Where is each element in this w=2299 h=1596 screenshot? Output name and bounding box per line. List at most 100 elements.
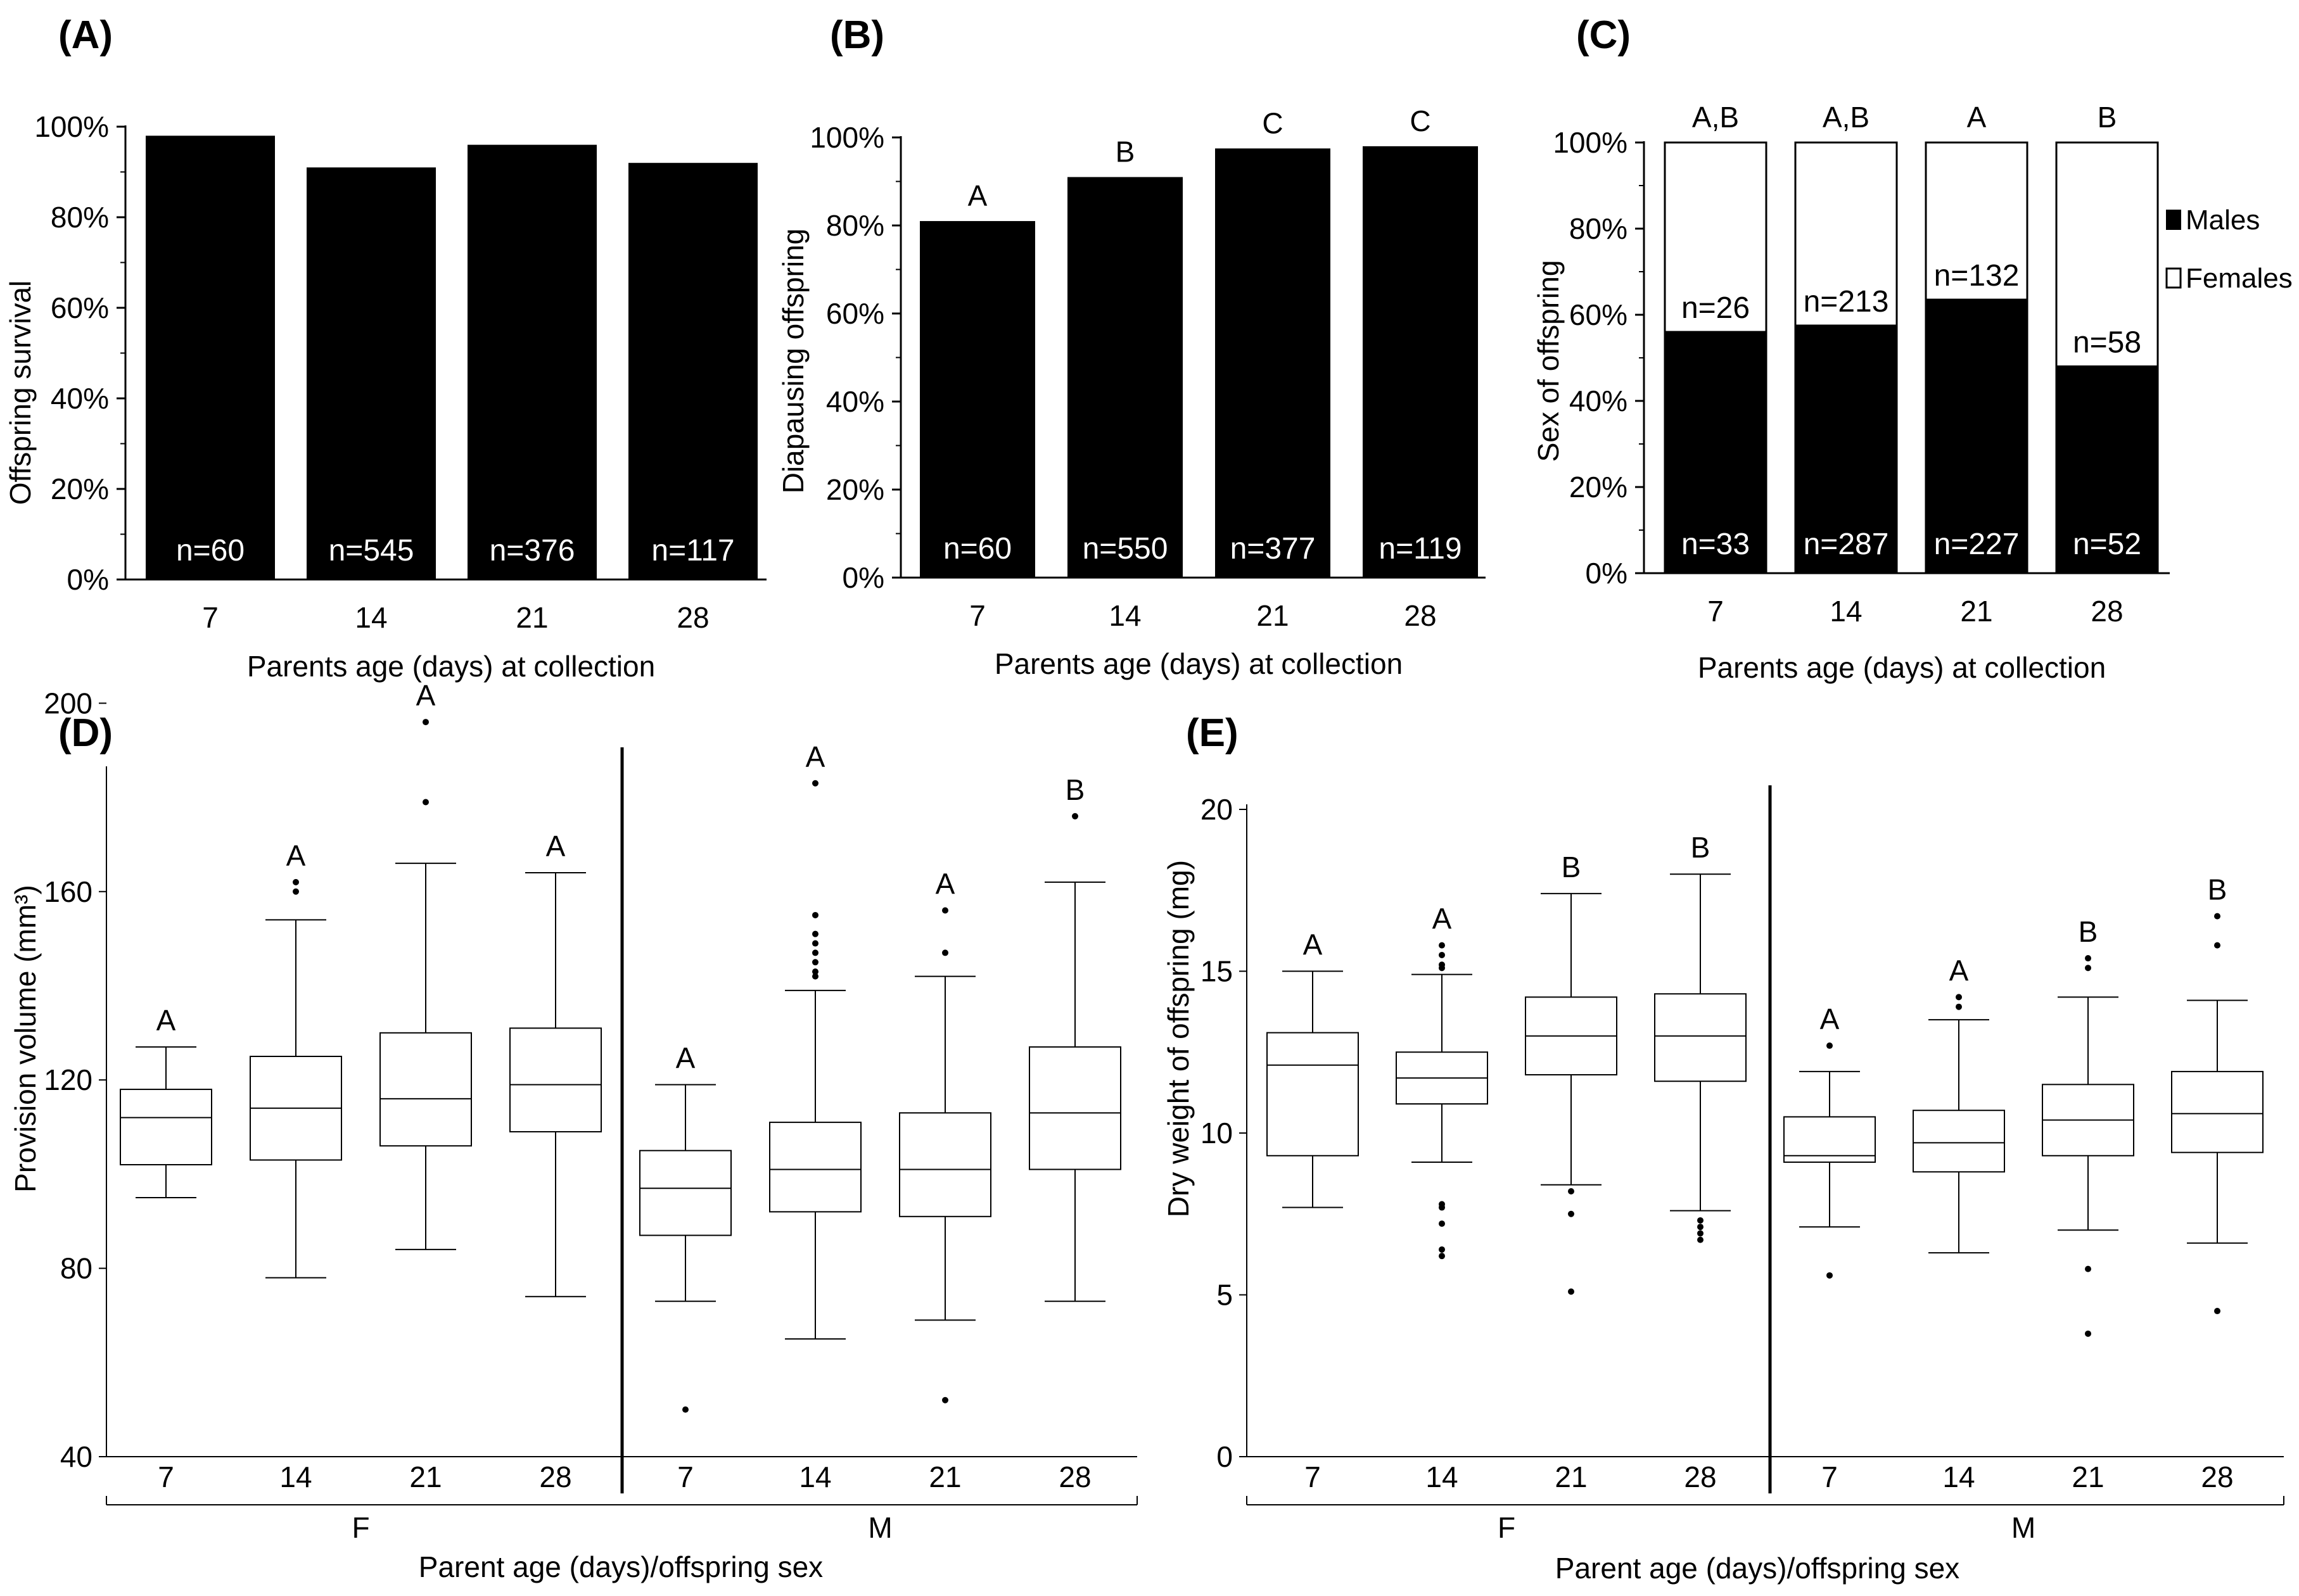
iqr-box [1654, 993, 1747, 1082]
bar [920, 221, 1035, 578]
significance-letter: C [1410, 104, 1430, 137]
x-tick-label: 28 [539, 1460, 571, 1493]
x-tick-label: 21 [1960, 595, 1992, 628]
bar [468, 144, 597, 580]
outlier-point [812, 780, 818, 787]
group-label-M: M [868, 1511, 892, 1544]
significance-letter: B [1116, 136, 1135, 168]
bar [1363, 146, 1478, 578]
outlier-point [682, 1406, 689, 1413]
legend-females-swatch [2165, 267, 2182, 289]
males-n-label: n=227 [1934, 528, 2020, 561]
group-label-F: F [1498, 1511, 1515, 1544]
panel-a-bar-chart: (A) 0% 20% 40% 60% 80% 100% n=60 n=545 n=376 n=1… [4, 13, 767, 683]
significance-letter: A [1949, 954, 1969, 987]
e-y-tick-label: 10 [1200, 1117, 1233, 1150]
iqr-box [1913, 1110, 2005, 1173]
significance-letter: A [156, 1004, 176, 1037]
significance-letter: B [2208, 873, 2227, 906]
x-tick-label: 28 [2201, 1460, 2233, 1493]
significance-letter: A [546, 830, 566, 863]
n-label: n=550 [1083, 532, 1168, 566]
a-y-tick-label: 20% [51, 472, 109, 505]
outlier-point [2214, 1308, 2220, 1315]
females-n-label: n=58 [2073, 326, 2141, 360]
panel-c-label: (C) [1576, 13, 1631, 57]
panel-b-x-axis-title: Parents age (days) at collection [995, 647, 1403, 680]
x-tick-label: 14 [279, 1460, 312, 1493]
c-y-tick-label: 0% [1586, 557, 1627, 590]
males-n-label: n=287 [1804, 528, 1889, 561]
outlier-point [812, 911, 818, 918]
box-21: B [1525, 851, 1617, 1295]
x-tick-label: 7 [969, 599, 986, 632]
x-tick-label: 28 [1684, 1460, 1716, 1493]
outlier-point [1439, 1246, 1445, 1253]
iqr-box [120, 1089, 212, 1166]
outlier-point [2085, 1265, 2091, 1272]
iqr-box [509, 1027, 602, 1132]
d-y-tick-label: 80 [60, 1252, 92, 1285]
panel-a-label: (A) [58, 13, 113, 57]
box-21: B [2042, 915, 2134, 1337]
outlier-point [423, 719, 429, 726]
bar-females [1794, 141, 1898, 327]
outlier-point [1697, 1230, 1704, 1237]
bar-males [1925, 298, 2028, 574]
panel-c-y-axis-title: Sex of offspring [1532, 260, 1565, 462]
outlier-point [1439, 942, 1445, 949]
significance-letter: A [676, 1042, 696, 1075]
n-label: n=60 [943, 532, 1012, 566]
outlier-point [1568, 1188, 1574, 1194]
panel-b-y-axis-title: Diapausing offspring [777, 229, 810, 494]
legend-males-label: Males [2186, 205, 2260, 236]
box-21: A [379, 679, 472, 1250]
outlier-point [812, 973, 818, 980]
outlier-point [1956, 994, 1962, 1001]
n-label: n=376 [490, 534, 575, 567]
x-tick-label: 7 [1821, 1460, 1838, 1493]
females-n-label: n=213 [1804, 285, 1889, 319]
x-tick-label: 28 [2091, 595, 2123, 628]
bar-males [1794, 324, 1898, 574]
c-y-tick-label: 20% [1569, 471, 1627, 504]
x-tick-label: 14 [1109, 599, 1141, 632]
box-7: A [1783, 1003, 1876, 1279]
outlier-point [1826, 1042, 1833, 1049]
x-tick-label: 28 [1059, 1460, 1091, 1493]
outlier-point [812, 968, 818, 975]
box-14: A [1913, 954, 2005, 1254]
panel-b-bar-chart: (B) 0% 20% 40% 60% 80% 100% n=60 An=550 Bn=377 C… [777, 13, 1486, 680]
panel-d-box-plot: (D) 40 80 120 160 200 A A A A A A A B 7 14 21 28 7 14 21 2… [9, 679, 1138, 1583]
iqr-box [1266, 1032, 1359, 1156]
x-tick-label: 14 [799, 1460, 831, 1493]
panel-b-label: (B) [830, 13, 884, 57]
significance-letter: A [1967, 101, 1987, 134]
outlier-point [942, 949, 948, 956]
significance-letter: A [416, 679, 436, 712]
box-14: A [1396, 902, 1488, 1260]
outlier-point [293, 878, 299, 885]
e-y-tick-label: 15 [1200, 955, 1233, 988]
box-7: A [1266, 928, 1359, 1208]
legend-females-label: Females [2186, 263, 2293, 294]
outlier-point [1568, 1210, 1574, 1217]
outlier-point [1568, 1288, 1574, 1295]
x-tick-label: 14 [1830, 595, 1862, 628]
panel-a-x-axis-title: Parents age (days) at collection [247, 650, 655, 683]
e-y-tick-label: 0 [1216, 1440, 1233, 1473]
outlier-point [942, 1396, 948, 1403]
box-14: A [769, 740, 862, 1340]
iqr-box [769, 1122, 862, 1213]
significance-letter: A [806, 740, 825, 773]
significance-letter: C [1262, 106, 1283, 139]
d-y-tick-label: 40 [60, 1440, 92, 1473]
x-tick-label: 21 [2072, 1460, 2104, 1493]
b-y-tick-label: 80% [826, 209, 884, 242]
significance-letter: A [968, 179, 988, 212]
e-y-tick-label: 20 [1200, 793, 1233, 826]
females-n-label: n=26 [1681, 291, 1750, 325]
significance-letter: A [1432, 902, 1452, 935]
bar-females [1664, 141, 1767, 333]
